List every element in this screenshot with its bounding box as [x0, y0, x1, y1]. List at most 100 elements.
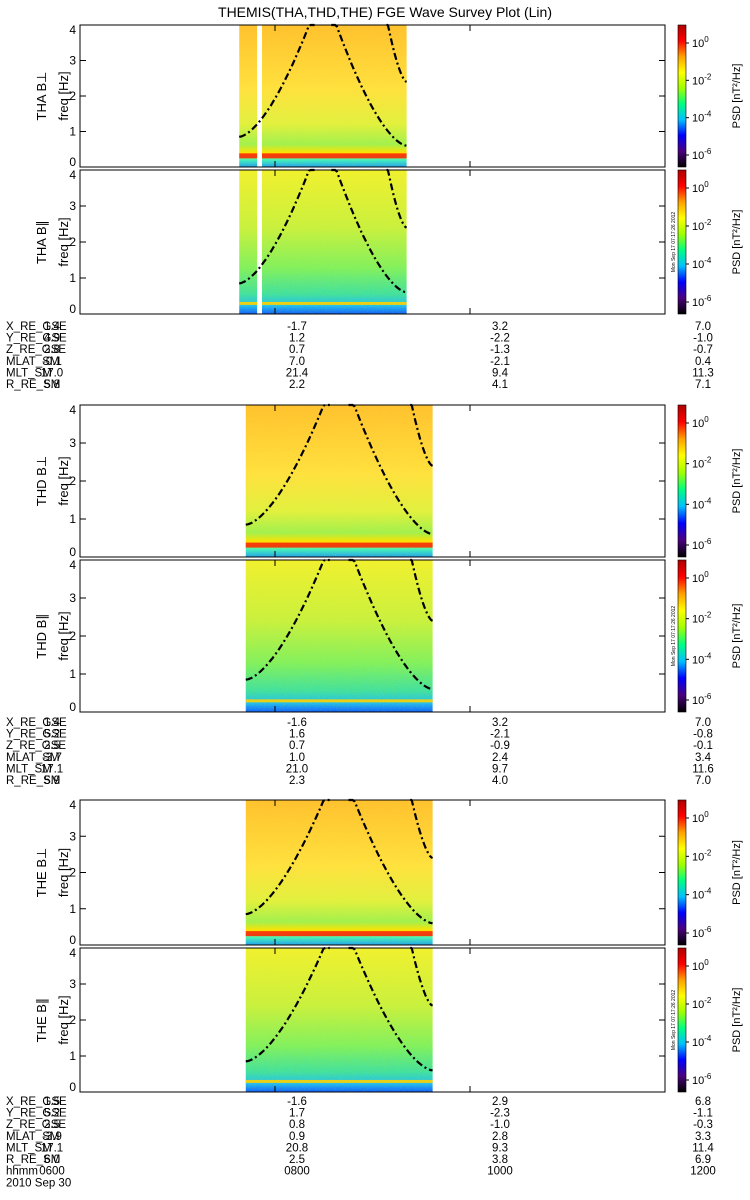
colorbar: 100 10-2 10-4 10-6 PSD [nT²/Hz] Mon Sep 17 07… [671, 169, 743, 315]
ephemeris-value: 17.1 [41, 763, 63, 775]
ephemeris-row-label: Z_RE_GSE [6, 1119, 66, 1131]
y-tick-label: 2 [69, 89, 76, 103]
colorbar-tick-label: 10-2 [692, 848, 712, 863]
frequency-curve [245, 798, 330, 916]
ephemeris-value: 2.5 [289, 1154, 305, 1166]
colorbar-tick-label: 10-6 [692, 294, 712, 309]
spectrogram-data-block [245, 405, 433, 557]
ephemeris-value: 7.1 [695, 379, 711, 391]
frequency-curve [245, 558, 330, 681]
y-tick-label: 0 [69, 155, 76, 169]
y-tick-label: 2 [69, 235, 76, 249]
y-tick-label: 4 [69, 403, 76, 417]
frequency-curve [348, 946, 433, 1072]
spectrogram-data-block [239, 170, 258, 314]
ephemeris-row-label: R_RE_SM [6, 379, 60, 391]
ephemeris-row-label: X_RE_GSE [6, 321, 67, 333]
ephemeris-value: 0.9 [289, 1131, 305, 1143]
ephemeris-value: 1.0 [289, 752, 305, 764]
ephemeris-value: 2.3 [289, 775, 305, 787]
ephemeris-value: 1.4 [44, 717, 61, 729]
ephemeris-value: 0.4 [695, 356, 712, 368]
ephemeris-value: -1.0 [693, 333, 713, 345]
panel-ylabel: THA B∥ [34, 220, 49, 264]
ephemeris-value: -0.3 [693, 1119, 713, 1131]
colorbar-label: PSD [nT²/Hz] [731, 449, 743, 514]
ephemeris-value: 4.9 [44, 333, 60, 345]
ephemeris-value: 1.7 [289, 1108, 305, 1120]
colorbar-tick-label: 10-6 [692, 925, 712, 940]
ephemeris-value: 5.8 [44, 379, 60, 391]
colorbar-tick-label: 10-6 [692, 147, 712, 162]
ephemeris-value: 0.7 [289, 740, 305, 752]
y-tick-label: 0 [69, 302, 76, 316]
y-tick-label: 3 [69, 54, 76, 68]
time-tick-label: 1200 [690, 1166, 716, 1178]
y-tick-label: 2 [69, 866, 76, 880]
ephemeris-value: 21.0 [286, 763, 308, 775]
spectrogram-panel-thd-par: 0 1 2 3 4 THD B∥ freq [Hz] 100 10-2 10-4 10-6 PSD [… [34, 558, 743, 714]
colorbar-label: PSD [nT²/Hz] [731, 64, 743, 129]
ephemeris-value: -0.1 [42, 356, 62, 368]
frequency-curve [331, 168, 407, 294]
frequency-curve [348, 558, 433, 691]
colorbar-tick-label: 10-2 [692, 611, 712, 626]
frequency-curve [410, 558, 434, 622]
frequency-curve [386, 23, 408, 83]
ephemeris-value: 2.8 [492, 1131, 508, 1143]
ephemeris-value: 7.0 [695, 775, 711, 787]
panel-ylabel-units: freq [Hz] [56, 995, 71, 1044]
frequency-curve [410, 403, 434, 467]
y-tick-label: 4 [69, 558, 76, 572]
ephemeris-value: -3.9 [42, 1131, 62, 1143]
colorbar-tick-label: 10-6 [692, 1072, 712, 1087]
frequency-curve [386, 168, 408, 229]
panel-ylabel-units: freq [Hz] [56, 611, 71, 660]
colorbar-tick-label: 10-2 [692, 72, 712, 87]
ephemeris-value: 1.5 [44, 1096, 60, 1108]
ephemeris-value: 6.8 [695, 1096, 711, 1108]
date-label: 2010 Sep 30 [6, 1178, 71, 1190]
ephemeris-value: 4.0 [492, 775, 508, 787]
ephemeris-row-label: Y_RE_GSE [6, 1108, 67, 1120]
panel-ylabel-units: freq [Hz] [56, 71, 71, 120]
spectrogram-data-block [245, 800, 433, 945]
ephemeris-value: 3.3 [695, 1131, 711, 1143]
ephemeris-value: -0.9 [490, 740, 510, 752]
colorbar-tick-label: 100 [692, 35, 709, 50]
colorbar-tick-label: 10-4 [692, 1034, 712, 1049]
ephemeris-value: 4.1 [492, 379, 508, 391]
ephemeris-value: -1.6 [287, 1096, 307, 1108]
ephemeris-row-label: X_RE_GSE [6, 1096, 67, 1108]
ephemeris-value: 2.5 [44, 1119, 60, 1131]
ephemeris-value: 1.4 [44, 321, 61, 333]
timestamp-stamp: Mon Sep 17 07:17:26 2012 [671, 212, 677, 273]
ephemeris-value: 5.2 [44, 729, 60, 741]
timestamp-stamp: Mon Sep 17 07:17:26 2012 [671, 990, 677, 1051]
colorbar: 100 10-2 10-4 10-6 PSD [nT²/Hz] [677, 24, 743, 168]
ephemeris-value: -3.7 [42, 752, 62, 764]
colorbar-tick-label: 10-6 [692, 692, 712, 707]
ephemeris-value: 0.8 [289, 1119, 305, 1131]
ephemeris-row-label: X_RE_GSE [6, 717, 67, 729]
ephemeris-value: 5.9 [44, 775, 60, 787]
y-tick-label: 3 [69, 977, 76, 991]
ephemeris-value: 9.4 [492, 367, 509, 379]
ephemeris-value: 2.8 [44, 344, 60, 356]
frequency-curve [239, 168, 315, 285]
ephemeris-value: 1.6 [289, 729, 305, 741]
colorbar-tick-label: 100 [692, 958, 709, 973]
time-tick-label: 1000 [487, 1166, 513, 1178]
y-tick-label: 3 [69, 829, 76, 843]
y-tick-label: 2 [69, 1013, 76, 1027]
low-frequency-band [239, 153, 258, 159]
ephemeris-row-label: Z_RE_GSE [6, 740, 66, 752]
frequency-curve [245, 403, 330, 526]
time-tick-label: 0600 [39, 1166, 65, 1178]
ephemeris-row-label: Y_RE_GSE [6, 729, 67, 741]
panel-ylabel: THD B∥ [34, 613, 49, 659]
panel-ylabel: THE B⊥ [34, 848, 49, 898]
ephemeris-value: 3.2 [492, 321, 508, 333]
colorbar-tick-label: 100 [692, 810, 709, 825]
